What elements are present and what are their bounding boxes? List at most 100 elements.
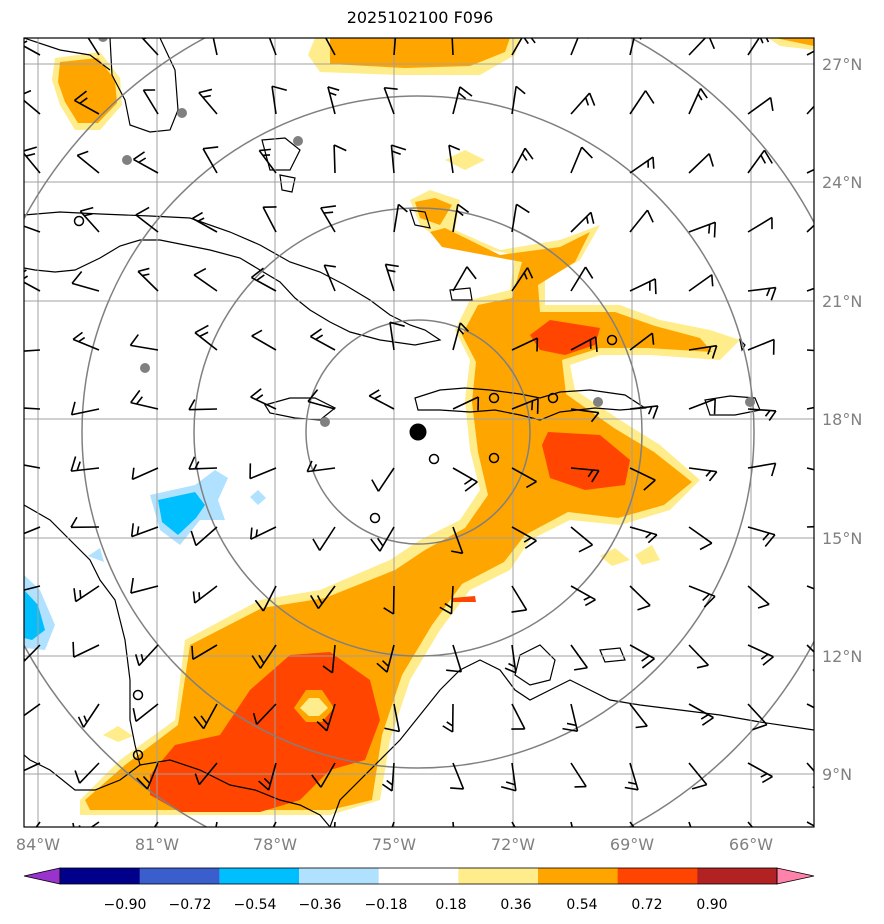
wind-barb xyxy=(806,160,814,174)
wind-barb xyxy=(24,146,41,174)
colorbar-segment xyxy=(697,868,778,884)
station-ring xyxy=(488,452,500,464)
station-marker xyxy=(320,417,330,427)
coast-bahamas-2 xyxy=(279,174,296,193)
wind-barb xyxy=(452,86,473,115)
wind-barb xyxy=(250,388,277,410)
wind-barb xyxy=(390,144,407,174)
wind-barb xyxy=(188,456,218,470)
wind-barb xyxy=(193,267,218,292)
wind-barb xyxy=(389,321,405,351)
wind-barb xyxy=(312,526,336,551)
wind-barb xyxy=(570,336,598,353)
wind-barb xyxy=(511,397,539,414)
field-contour-hole-yellow xyxy=(300,698,328,716)
station-ring xyxy=(369,512,381,524)
wind-barb xyxy=(381,762,395,792)
wind-barb xyxy=(500,762,517,792)
wind-barb xyxy=(327,86,340,115)
range-ring-2 xyxy=(193,207,643,657)
wind-barb xyxy=(511,526,537,549)
lat-label: 27°N xyxy=(822,55,862,74)
wind-barb xyxy=(747,338,775,355)
wind-barb xyxy=(747,585,770,609)
wind-barb xyxy=(310,585,336,610)
coast-central-america xyxy=(24,504,141,791)
wind-barb xyxy=(570,644,588,671)
wind-barb xyxy=(747,462,777,477)
field-shading-orange xyxy=(58,38,814,810)
wind-barb xyxy=(258,148,277,174)
wind-barb xyxy=(629,332,655,351)
wind-barb xyxy=(570,211,595,233)
coast-cuba xyxy=(24,211,442,346)
wind-barb xyxy=(688,762,708,790)
lat-label: 18°N xyxy=(822,410,862,429)
colorbar-segment xyxy=(299,868,380,884)
colorbar-tick-label: −0.18 xyxy=(365,897,408,913)
station-markers xyxy=(73,38,755,761)
wind-barb xyxy=(747,821,767,827)
wind-barb xyxy=(570,38,590,56)
coast-florida xyxy=(109,38,179,133)
wind-barb xyxy=(688,526,713,551)
wind-barb xyxy=(24,349,41,353)
field-shading-red xyxy=(150,320,630,812)
wind-barb xyxy=(262,821,277,827)
wind-barb xyxy=(629,703,648,729)
coast-venezuela-2 xyxy=(599,647,626,663)
wind-barb xyxy=(252,703,277,725)
lon-label: 81°W xyxy=(135,835,179,854)
wind-barb xyxy=(130,577,159,594)
wind-barb xyxy=(70,401,100,416)
wind-barb xyxy=(688,467,718,482)
lat-label: 21°N xyxy=(822,292,862,311)
wind-barb xyxy=(806,280,814,292)
wind-barb xyxy=(511,337,539,352)
wind-barb xyxy=(448,144,461,174)
lat-label: 9°N xyxy=(822,765,852,784)
wind-barb xyxy=(511,267,534,292)
wind-barb xyxy=(570,526,594,553)
wind-barb xyxy=(24,221,41,233)
wind-barb xyxy=(24,462,41,469)
wind-barb xyxy=(72,331,100,351)
wind-barb xyxy=(806,585,814,598)
wind-barb xyxy=(24,38,41,56)
wind-barb xyxy=(141,821,159,827)
wind-barb xyxy=(210,38,218,56)
wind-barb xyxy=(72,641,100,658)
wind-barb xyxy=(688,644,709,669)
wind-barb xyxy=(192,211,218,233)
wind-barb xyxy=(384,703,401,733)
wind-barb xyxy=(570,408,600,423)
colorbar-segment xyxy=(538,868,619,884)
colorbar-tick-label: 0.90 xyxy=(696,897,727,913)
wind-barb xyxy=(511,703,526,730)
wind-barb xyxy=(806,41,814,56)
range-ring-1 xyxy=(305,319,531,545)
wind-barb xyxy=(134,644,159,667)
wind-barb xyxy=(806,821,814,827)
wind-barb xyxy=(747,286,777,301)
wind-barb xyxy=(254,585,277,612)
lon-label: 84°W xyxy=(16,835,60,854)
station-ring xyxy=(488,392,500,404)
wind-barb xyxy=(806,644,814,672)
colorbar-ticks: −0.90 −0.72 −0.54 −0.36 −0.18 0.18 0.36 … xyxy=(104,897,728,913)
wind-barb xyxy=(452,821,457,827)
wind-barb xyxy=(131,467,159,481)
wind-barb xyxy=(320,205,336,233)
wind-barb xyxy=(511,203,530,233)
wind-barb xyxy=(747,216,773,233)
wind-barb xyxy=(251,329,277,351)
lon-label: 66°W xyxy=(729,835,773,854)
wind-barb xyxy=(629,821,648,827)
wind-barb xyxy=(316,703,336,732)
colorbar xyxy=(23,867,815,885)
wind-barb xyxy=(136,762,159,790)
station-ring xyxy=(132,689,144,701)
colorbar-tick-label: −0.72 xyxy=(169,897,212,913)
station-marker xyxy=(98,38,108,42)
wind-barb xyxy=(258,762,277,791)
